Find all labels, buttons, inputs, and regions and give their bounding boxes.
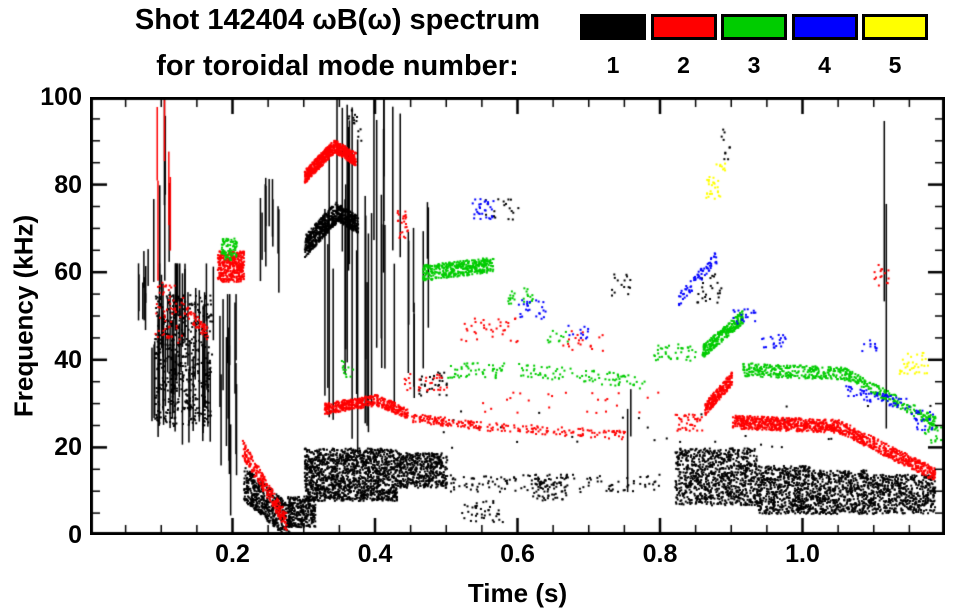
legend-label-n4: 4 [818, 52, 831, 78]
y-tick-label: 100 [40, 83, 82, 111]
chart-title: Shot 142404 ωB(ω) spectrum [134, 4, 541, 36]
legend-label-n1: 1 [606, 52, 620, 78]
y-tick-label: 40 [54, 345, 82, 374]
legend-swatch-n1 [580, 14, 646, 40]
chart-subtitle: for toroidal mode number: [156, 50, 519, 82]
y-axis-label: Frequency (kHz) [8, 214, 39, 418]
legend-swatch-n3 [721, 14, 787, 40]
y-tick-label: 60 [54, 258, 82, 287]
x-tick-label: 0.6 [500, 540, 535, 568]
legend-swatch-n4 [791, 14, 858, 40]
legend-label-n3: 3 [747, 52, 761, 78]
x-tick-label: 1.0 [785, 540, 820, 568]
spectrogram-canvas [90, 97, 945, 535]
x-tick-label: 0.8 [642, 540, 678, 568]
x-tick-label: 0.4 [357, 540, 393, 568]
legend-label-n5: 5 [888, 52, 902, 78]
y-tick-label: 20 [54, 433, 82, 462]
y-tick-label: 0 [68, 521, 82, 549]
x-axis-label: Time (s) [467, 578, 568, 608]
legend-swatch-n2 [650, 14, 717, 40]
legend-label-n2: 2 [677, 52, 690, 78]
legend-swatch-n5 [862, 14, 928, 40]
x-tick-label: 0.2 [215, 540, 250, 568]
y-tick-label: 80 [54, 170, 82, 199]
